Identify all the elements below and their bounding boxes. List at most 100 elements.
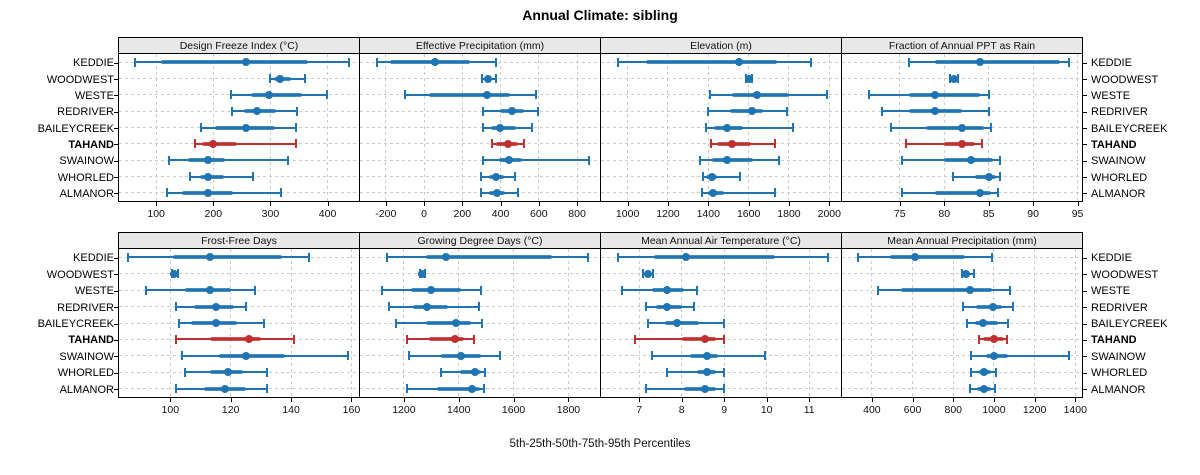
- axis-tick-label: -200: [375, 208, 397, 220]
- axis-tick-label: 1600: [501, 404, 526, 416]
- strip-title: Effective Precipitation (mm): [415, 39, 545, 52]
- gridline-y: [119, 273, 359, 275]
- whisker-cap-left: [386, 252, 389, 262]
- whisker-cap-left: [709, 90, 712, 100]
- iqr-band-25th-75th: [460, 370, 481, 375]
- whisker-cap-left: [184, 367, 187, 377]
- site-label-left-weste: WESTE: [74, 285, 114, 298]
- axis-tick: [1077, 202, 1079, 206]
- whisker-cap-right: [652, 269, 655, 279]
- axis-tick-label: 600: [530, 208, 548, 220]
- iqr-band-25th-75th: [436, 386, 481, 391]
- median-dot: [723, 123, 732, 132]
- median-dot: [708, 172, 717, 181]
- median-dot: [483, 90, 492, 99]
- whisker-cap-right: [478, 302, 481, 312]
- whisker-cap-left: [405, 384, 408, 394]
- site-label-left-baileycreek: BAILEYCREEK: [37, 122, 114, 135]
- whisker-cap-right: [1009, 285, 1012, 295]
- median-dot: [493, 188, 502, 197]
- iqr-band-25th-75th: [730, 109, 763, 114]
- panel-elevation-m: [600, 53, 842, 202]
- axis-tick: [899, 202, 901, 206]
- whisker-cap-left: [490, 139, 493, 149]
- axis-tick-label: 200: [453, 208, 472, 220]
- median-dot: [744, 74, 753, 83]
- axis-tick-label: 11: [803, 404, 815, 416]
- axis-tick: [385, 202, 387, 206]
- axis-tick: [577, 202, 579, 206]
- median-dot: [958, 123, 966, 132]
- axis-tick-label: 800: [944, 404, 963, 416]
- strip-title: Elevation (m): [690, 39, 752, 52]
- median-dot: [931, 107, 940, 116]
- whisker-cap-right: [1067, 57, 1070, 67]
- median-dot: [673, 319, 682, 327]
- whisker-cap-left: [145, 285, 148, 295]
- median-dot: [442, 253, 451, 262]
- gridline-y: [119, 78, 359, 79]
- whisker-cap-left: [230, 90, 232, 100]
- whisker-5th-95th: [195, 142, 297, 145]
- gridline-y: [360, 192, 600, 194]
- gridline-y: [601, 289, 841, 291]
- axis-tick: [639, 398, 641, 402]
- gridline-y: [842, 322, 1082, 324]
- site-label-left-tahand: TAHAND: [68, 138, 114, 151]
- whisker-cap-left: [969, 351, 972, 361]
- whisker-5th-95th: [906, 142, 982, 145]
- whisker-cap-right: [587, 155, 590, 165]
- whisker-cap-left: [194, 139, 196, 149]
- site-label-right-baileycreek: BAILEYCREEK: [1091, 122, 1168, 135]
- whisker-cap-left: [127, 252, 130, 262]
- median-dot: [220, 384, 229, 393]
- site-label-right-woodwest: WOODWEST: [1091, 268, 1159, 281]
- whisker-cap-right: [295, 139, 298, 149]
- whisker-cap-left: [968, 384, 971, 394]
- whisker-cap-left: [175, 334, 178, 344]
- strip-frost-free-days: Frost-Free Days: [118, 232, 360, 249]
- axis-tick: [513, 398, 515, 402]
- median-dot: [950, 74, 958, 83]
- whisker-cap-right: [252, 172, 255, 181]
- whisker-cap-right: [777, 155, 780, 165]
- whisker-cap-left: [175, 384, 178, 394]
- whisker-cap-right: [531, 123, 534, 132]
- median-dot: [701, 335, 710, 344]
- whisker-cap-right: [347, 57, 350, 67]
- whisker-cap-left: [977, 334, 980, 344]
- whisker-5th-95th: [666, 371, 725, 374]
- whisker-cap-left: [907, 57, 910, 67]
- whisker-cap-left: [439, 367, 442, 377]
- whisker-cap-right: [295, 123, 298, 132]
- gridline-y: [842, 78, 1082, 79]
- gridline-y: [842, 338, 1082, 340]
- site-label-right-tahand: TAHAND: [1091, 138, 1137, 151]
- median-dot: [965, 286, 974, 295]
- site-label-right-weste: WESTE: [1091, 285, 1131, 298]
- median-dot: [457, 351, 466, 360]
- whisker-cap-left: [665, 367, 668, 377]
- whisker-cap-right: [472, 334, 475, 344]
- axis-tick-label: 1200: [656, 208, 680, 220]
- whisker-cap-right: [994, 367, 997, 377]
- median-dot: [988, 302, 997, 311]
- axis-tick-label: 400: [863, 404, 881, 416]
- whisker-cap-right: [494, 74, 497, 83]
- median-dot: [734, 58, 743, 67]
- whisker-cap-right: [972, 269, 975, 279]
- whisker-cap-left: [268, 74, 271, 83]
- whisker-cap-right: [1007, 318, 1010, 328]
- panel-row-bottom: [118, 248, 1086, 398]
- whisker-5th-95th: [168, 159, 288, 162]
- whisker-cap-left: [403, 90, 406, 100]
- gridline-y: [360, 143, 600, 145]
- iqr-band-25th-75th: [935, 190, 992, 195]
- gridline-y: [842, 371, 1082, 373]
- median-dot: [979, 384, 988, 393]
- median-dot: [504, 139, 513, 148]
- site-label-left-keddie: KEDDIE: [73, 57, 114, 70]
- site-label-left-woodwest: WOODWEST: [46, 73, 114, 86]
- axis-tick-label: 2000: [817, 208, 841, 220]
- gridline-y: [601, 78, 841, 79]
